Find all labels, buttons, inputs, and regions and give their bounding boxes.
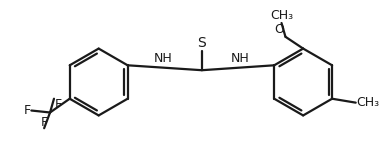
Text: S: S: [197, 36, 206, 50]
Text: F: F: [55, 98, 62, 111]
Text: O: O: [274, 23, 285, 36]
Text: F: F: [41, 116, 48, 129]
Text: NH: NH: [231, 52, 249, 65]
Text: CH₃: CH₃: [357, 96, 380, 109]
Text: NH: NH: [153, 52, 172, 65]
Text: F: F: [23, 104, 30, 117]
Text: CH₃: CH₃: [270, 9, 293, 22]
